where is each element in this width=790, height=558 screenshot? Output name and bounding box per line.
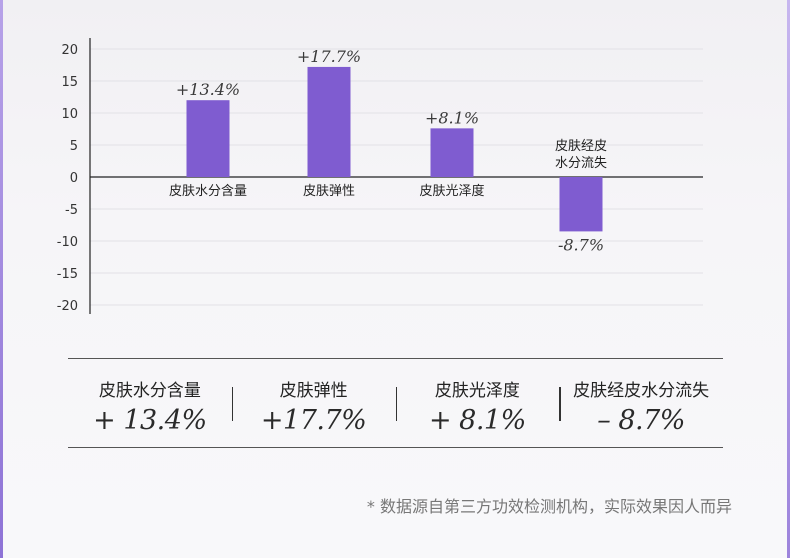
y-tick-label: 15 [61, 75, 78, 90]
y-tick-label: -15 [57, 267, 78, 282]
y-tick-label: 20 [61, 43, 78, 58]
category-label: 皮肤光泽度 [419, 183, 484, 199]
bar [559, 177, 603, 232]
y-tick-label: -5 [65, 203, 78, 218]
bar-chart: 20 15 10 5 0 -5 -10 -15 -20 +13.4% 皮肤水分含量 +17.7% 皮肤弹… [57, 38, 703, 314]
summary-table: 皮肤水分含量 + 13.4% 皮肤弹性 +17.7% 皮肤光泽度 + 8.1% … [68, 358, 723, 448]
summary-label: 皮肤光泽度 [434, 381, 520, 401]
y-tick-label: 5 [70, 139, 78, 154]
summary-metric-elasticity: 皮肤弹性 +17.7% [231, 359, 396, 447]
bar [307, 66, 351, 177]
summary-label: 皮肤水分含量 [98, 381, 201, 401]
data-label: +13.4% [176, 80, 240, 99]
summary-label: 皮肤弹性 [279, 381, 348, 401]
summary-metric-water-loss: 皮肤经皮水分流失 – 8.7% [559, 359, 723, 447]
category-label: 水分流失 [555, 156, 607, 171]
summary-divider [559, 387, 561, 421]
category-label: 皮肤经皮 [555, 139, 607, 154]
bar [430, 128, 474, 177]
summary-label: 皮肤经皮水分流失 [573, 381, 710, 401]
category-label: 皮肤水分含量 [169, 183, 247, 199]
bar [186, 100, 230, 177]
left-accent-border [0, 0, 3, 558]
y-tick-label: -20 [57, 299, 78, 314]
category-label: 皮肤弹性 [303, 184, 355, 199]
summary-value: + 13.4% [93, 405, 207, 436]
summary-value: – 8.7% [597, 405, 685, 436]
summary-metric-moisture: 皮肤水分含量 + 13.4% [68, 359, 232, 447]
data-label: -8.7% [558, 235, 604, 254]
footnote: * 数据源自第三方功效检测机构，实际效果因人而异 [366, 497, 732, 516]
y-tick-label: 10 [61, 107, 78, 122]
summary-value: +17.7% [260, 405, 367, 436]
data-label: +17.7% [297, 47, 361, 66]
data-label: +8.1% [425, 108, 479, 127]
right-accent-border [787, 0, 790, 558]
summary-metric-radiance: 皮肤光泽度 + 8.1% [395, 359, 560, 447]
y-tick-label: -10 [57, 235, 78, 250]
summary-value: + 8.1% [428, 405, 526, 436]
y-tick-label: 0 [70, 171, 78, 186]
summary-divider [231, 387, 234, 421]
summary-divider [395, 387, 397, 421]
